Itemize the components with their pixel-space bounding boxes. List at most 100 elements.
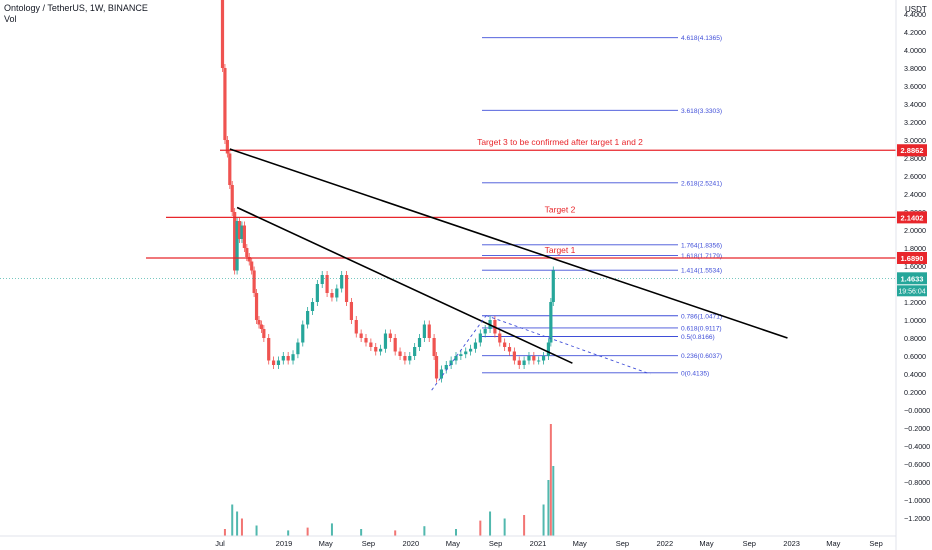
- candle-body: [354, 320, 358, 334]
- fib-level-label: 0(0.4135): [681, 370, 709, 377]
- fib-level-label: 1.618(1.7179): [681, 253, 722, 260]
- candle-body: [374, 347, 378, 352]
- candle-body: [257, 320, 261, 325]
- y-tick-label: −0.8000: [904, 478, 930, 487]
- candle-body: [434, 356, 439, 379]
- candle-body: [388, 333, 392, 338]
- candle-body: [315, 284, 319, 302]
- candle-body: [378, 348, 383, 352]
- fib-level-label: 2.618(2.5241): [681, 180, 722, 187]
- volume-bar: [552, 466, 555, 536]
- candle-body: [517, 360, 521, 365]
- y-tick-label: 4.0000: [904, 46, 926, 55]
- price-layer: [0, 0, 896, 383]
- candle-body: [527, 356, 531, 361]
- target-level-label: Target 3 to be confirmed after target 1 …: [477, 137, 643, 147]
- y-tick-label: 0.8000: [904, 334, 926, 343]
- candle-body: [250, 261, 254, 271]
- target-levels-layer[interactable]: Target 3 to be confirmed after target 1 …: [146, 137, 896, 259]
- candle-body: [512, 351, 516, 361]
- candle-body: [449, 360, 453, 365]
- candle-body: [454, 356, 458, 361]
- fib-level-label: 0.618(0.9117): [681, 325, 722, 332]
- candle-body: [541, 356, 546, 361]
- candle-body: [551, 270, 555, 302]
- x-tick-label: May: [826, 539, 840, 548]
- candle-body: [247, 257, 251, 262]
- candle-body: [349, 302, 354, 320]
- candle-body: [286, 356, 290, 361]
- candle-body: [259, 324, 264, 329]
- volume-label: Vol: [4, 14, 17, 24]
- candle-body: [254, 293, 259, 320]
- fibonacci-layer[interactable]: 4.618(4.1365) 3.618(3.3303) 2.618(2.5241) 1…: [482, 35, 722, 377]
- candle-body: [320, 275, 324, 284]
- candle-body: [301, 324, 305, 343]
- volume-bar: [523, 515, 526, 536]
- y-tick-label: −0.6000: [904, 460, 930, 469]
- fib-level-label: 0.786(1.0471): [681, 313, 722, 320]
- x-tick-label: May: [446, 539, 460, 548]
- candle-body: [408, 356, 412, 361]
- volume-bar: [503, 518, 506, 536]
- last-price-label: 1.4633: [901, 274, 924, 283]
- volume-bar: [360, 529, 363, 536]
- y-tick-label: 0.2000: [904, 388, 926, 397]
- candle-body: [422, 324, 426, 338]
- candle-body: [344, 275, 349, 302]
- candle-body: [468, 348, 473, 352]
- target-price-badge-label: 2.1402: [901, 213, 924, 222]
- candle-body: [252, 270, 256, 293]
- volume-bar: [236, 511, 239, 536]
- y-tick-label: 4.4000: [904, 10, 926, 19]
- candle-body: [537, 360, 541, 362]
- y-tick-label: −0.4000: [904, 442, 930, 451]
- target-level-label: Target 1: [545, 245, 576, 255]
- y-tick-label: 3.6000: [904, 82, 926, 91]
- time-axis[interactable]: Jul 2019 May Sep 2020 May Sep 2021 May Sep 2022 May…: [0, 535, 896, 548]
- candle-body: [262, 329, 266, 338]
- candle-body: [242, 225, 246, 248]
- volume-bar: [394, 530, 397, 536]
- volume-bar: [489, 511, 492, 536]
- volume-bar: [231, 504, 234, 536]
- x-tick-label: Jul: [215, 539, 225, 548]
- y-tick-label: −0.2000: [904, 424, 930, 433]
- candle-body: [330, 293, 334, 298]
- candle-body: [464, 351, 468, 355]
- candle-body: [310, 302, 315, 311]
- candle-body: [340, 275, 344, 289]
- volume-bar: [255, 525, 258, 536]
- candle-body: [325, 275, 329, 293]
- volume-bar: [479, 520, 482, 536]
- y-tick-label: 1.2000: [904, 298, 926, 307]
- candle-body: [240, 225, 244, 239]
- trendline-layer[interactable]: [229, 148, 788, 391]
- volume-bar: [240, 518, 243, 536]
- candle-body: [335, 288, 339, 298]
- y-tick-label: 1.6000: [904, 262, 926, 271]
- target-price-badge: [897, 251, 927, 264]
- volume-bar: [549, 424, 552, 536]
- x-tick-label: May: [573, 539, 587, 548]
- candle-body: [522, 360, 526, 365]
- target-level-label: Target 2: [545, 204, 576, 214]
- candle-body: [432, 338, 436, 356]
- candle-body: [507, 347, 512, 352]
- dashed-upper: [486, 315, 651, 375]
- candle-body: [403, 356, 407, 361]
- y-tick-label: 2.4000: [904, 190, 926, 199]
- candle-body: [444, 365, 448, 370]
- currency-label: USDT: [905, 5, 927, 14]
- candle-body: [498, 333, 502, 343]
- candle-body: [427, 324, 431, 338]
- x-tick-label: 2021: [530, 539, 547, 548]
- countdown-label: 19:56:04: [898, 288, 925, 295]
- fib-level-label: 1.764(1.8356): [681, 242, 722, 249]
- candle-body: [359, 333, 363, 338]
- candle-body: [267, 338, 271, 361]
- candle-body: [228, 153, 232, 185]
- candle-body: [549, 302, 553, 343]
